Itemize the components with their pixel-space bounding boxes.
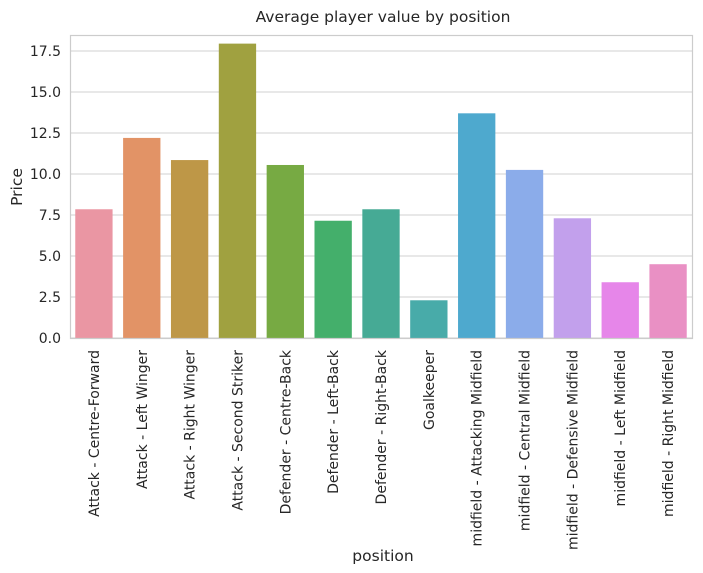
bars [75,43,687,339]
x-tick-label: Defender - Right-Back [374,349,390,504]
y-tick-labels: 0.0 2.5 5.0 7.5 10.0 12.5 15.0 17.5 [30,44,61,347]
bar [266,164,304,338]
y-tick-label: 2.5 [39,290,61,306]
y-tick-label: 0.0 [39,331,61,347]
y-axis-title: Price [8,168,26,206]
plot-frame [69,34,694,340]
chart-title: Average player value by position [256,8,511,26]
bar [553,218,592,338]
y-tick-label: 17.5 [30,44,61,60]
bar [123,137,161,338]
bar [505,169,544,338]
x-tick-label: Defender - Centre-Back [278,349,294,514]
bar [649,264,687,338]
y-tick-label: 15.0 [30,85,61,101]
x-axis-title: position [352,547,413,565]
bar [458,113,496,338]
bar [601,282,639,338]
x-tick-labels: Attack - Centre-Forward Attack - Left Win… [87,349,677,550]
x-tick-label: Goalkeeper [422,350,438,430]
x-tick-label: Attack - Left Winger [135,350,151,489]
x-tick-label: Defender - Left-Back [326,349,342,494]
bar [362,209,400,338]
y-tick-label: 12.5 [30,126,61,142]
x-tick-label: midfield - Defensive Midfield [565,350,581,550]
x-tick-label: Attack - Centre-Forward [87,350,103,517]
y-tick-label: 7.5 [39,208,61,224]
bar [410,300,448,338]
y-tick-label: 5.0 [39,249,61,265]
x-tick-label: midfield - Left Midfield [613,350,629,506]
x-tick-label: midfield - Right Midfield [661,350,677,517]
bar [170,160,209,338]
x-tick-label: Attack - Second Striker [230,350,246,511]
x-tick-label: midfield - Central Midfield [518,350,534,531]
x-tick-label: midfield - Attacking Midfield [470,350,486,546]
y-tick-label: 10.0 [30,167,61,183]
bar [75,209,113,338]
x-tick-label: Attack - Right Winger [183,350,199,500]
bar [218,43,257,339]
bar [314,220,352,338]
